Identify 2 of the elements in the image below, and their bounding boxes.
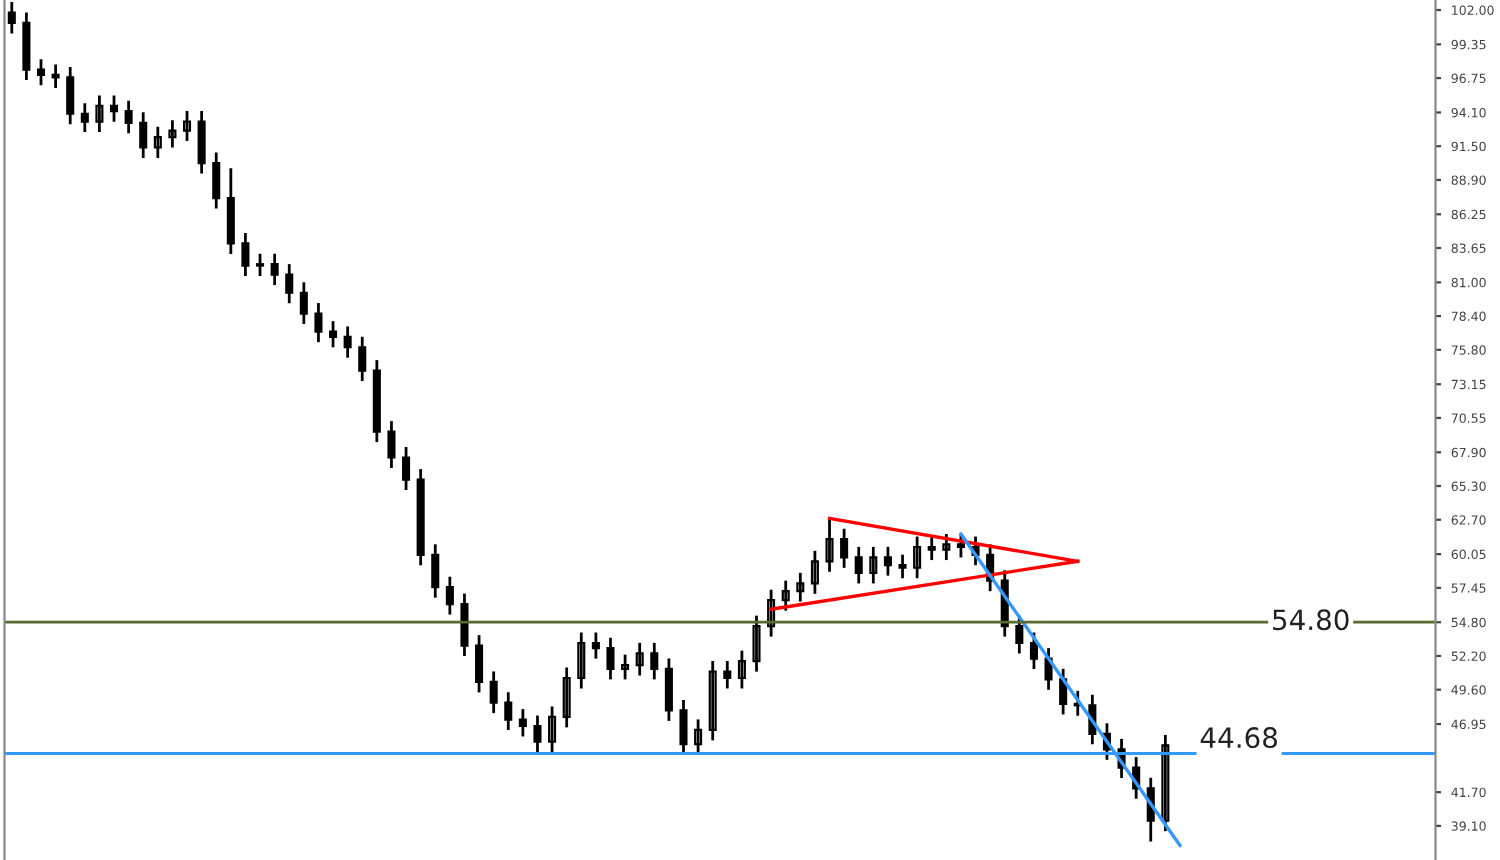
- ref-line-label: 44.68: [1200, 727, 1278, 749]
- ref-line-label: 54.80: [1273, 609, 1349, 631]
